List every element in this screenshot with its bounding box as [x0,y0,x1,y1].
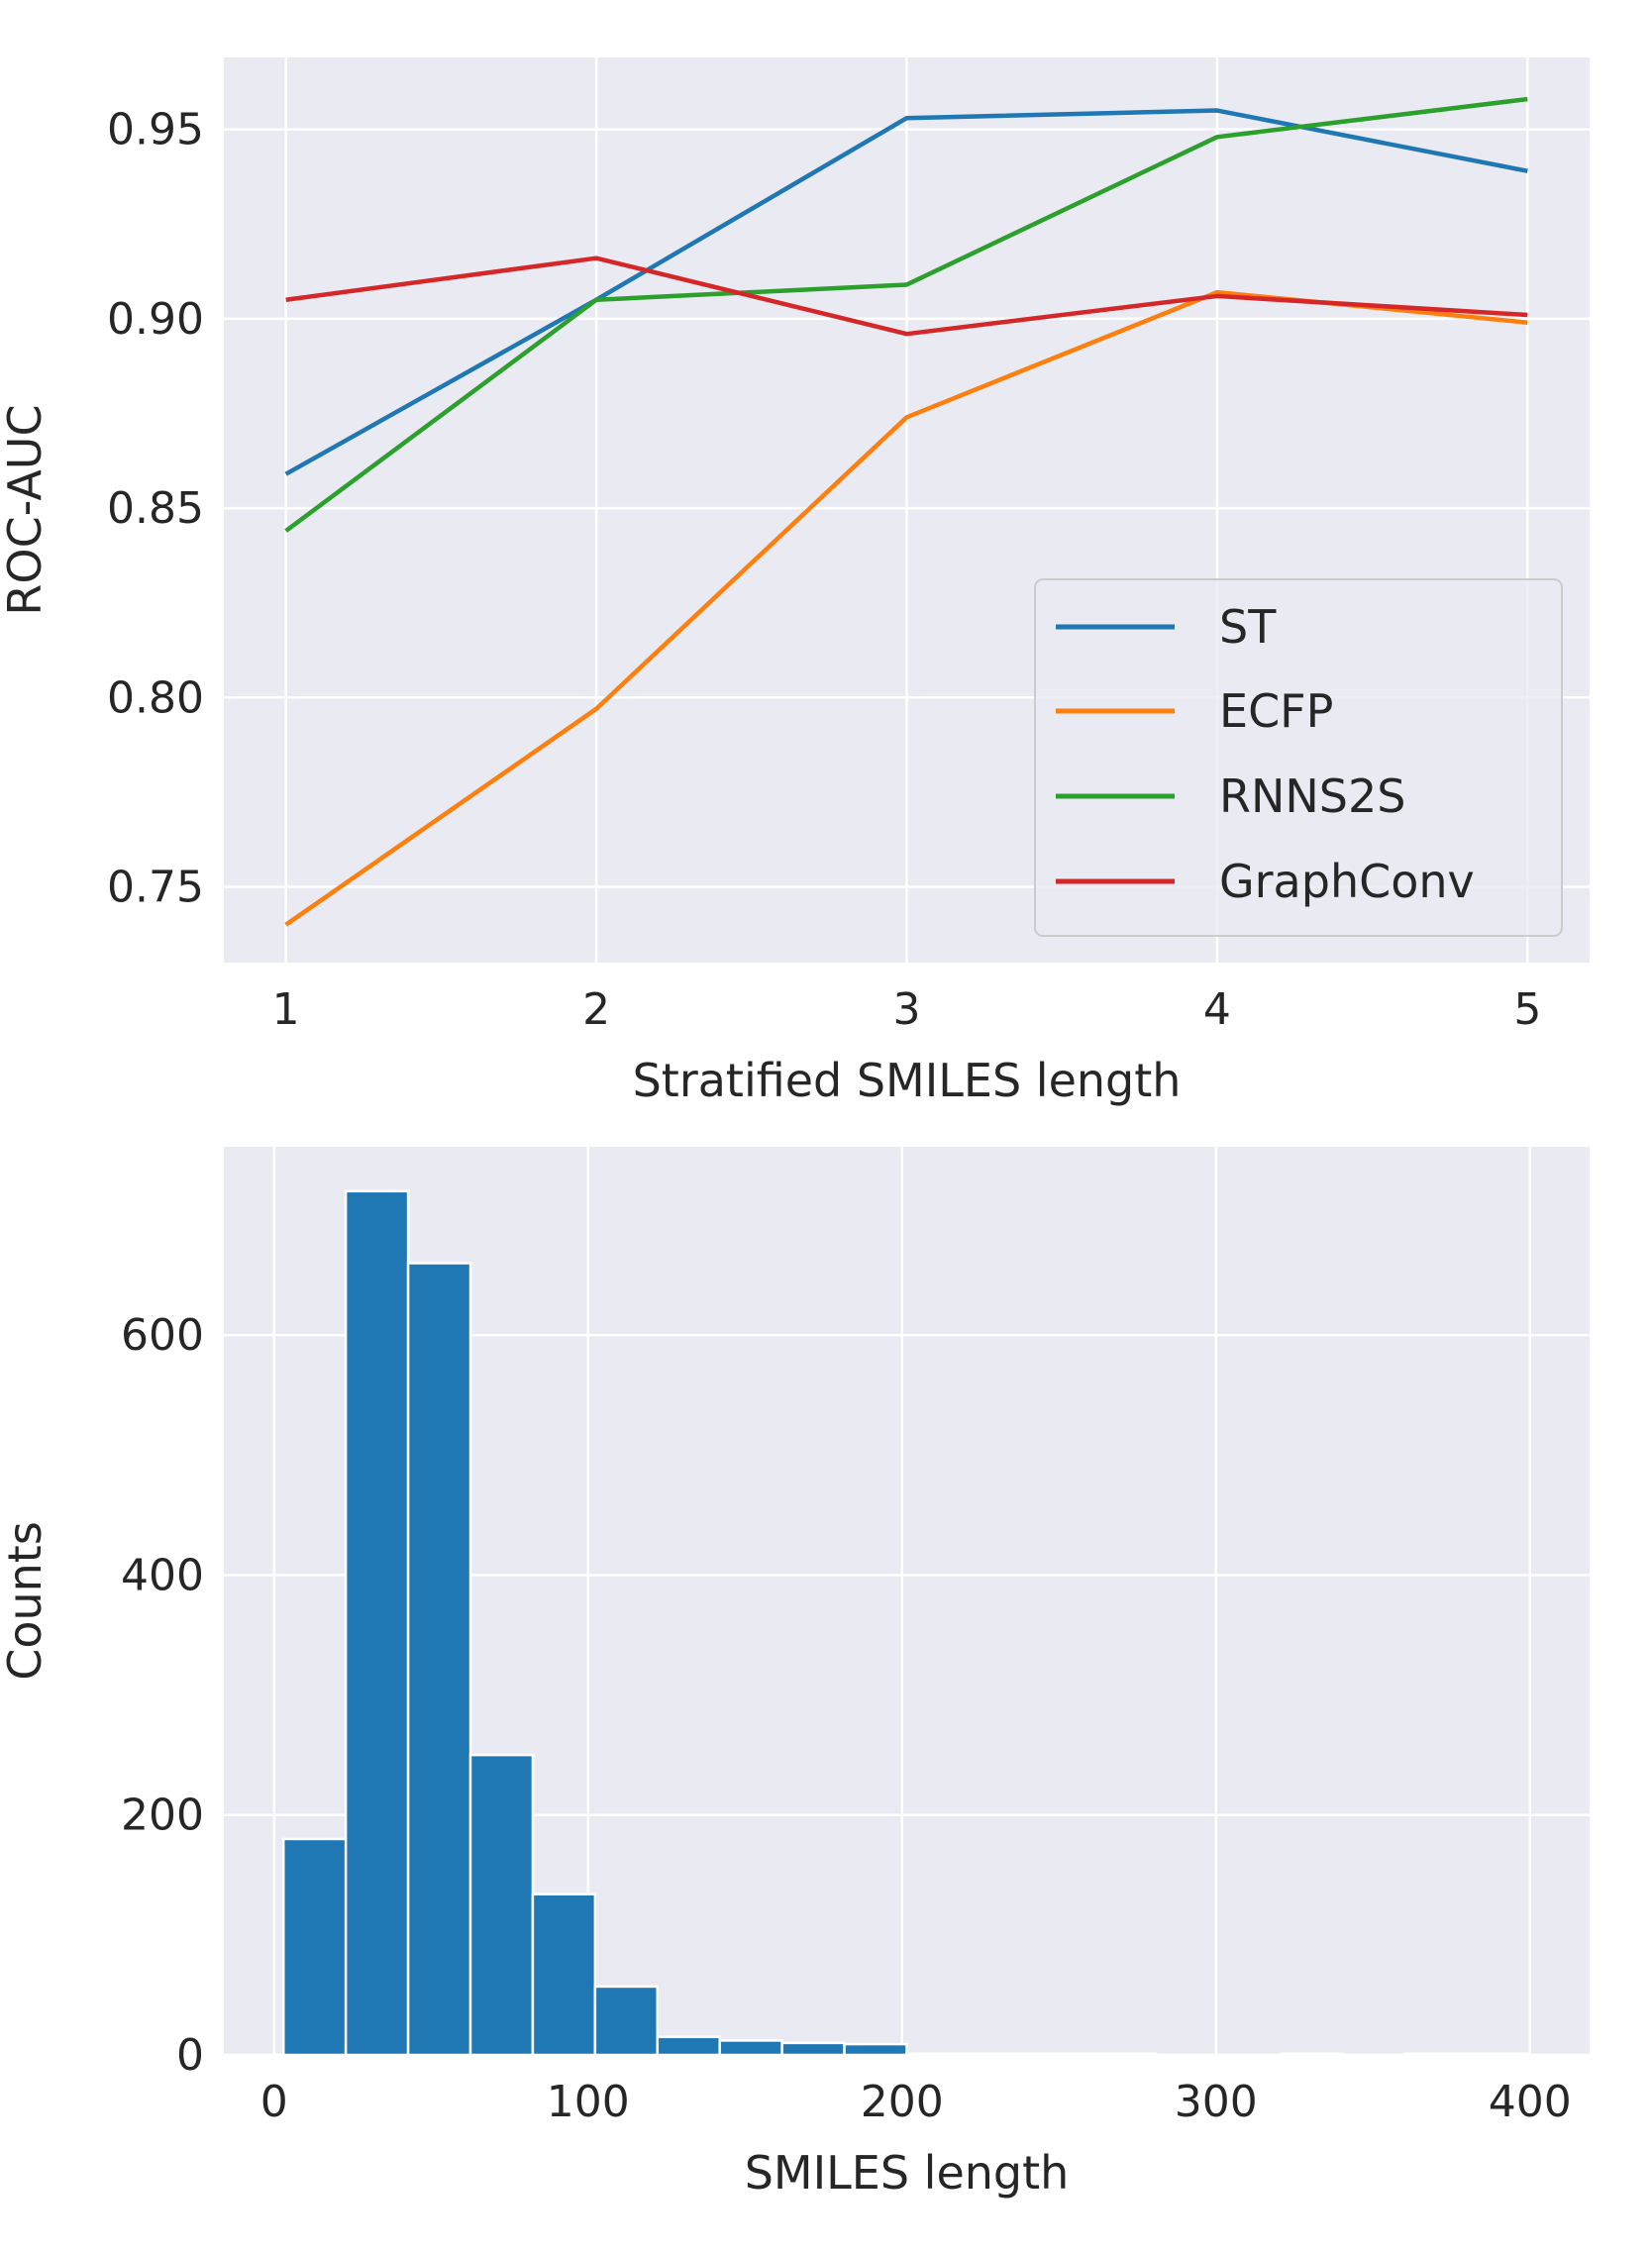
histogram-bar [718,2039,783,2057]
x-tick-label: 100 [547,2077,630,2127]
x-axis-label: SMILES length [745,2146,1070,2200]
x-tick-label: 200 [861,2077,944,2127]
histogram-bar [905,2052,971,2057]
y-tick-label: 600 [121,1310,204,1361]
y-tick-label: 200 [121,1791,204,1841]
histogram-bar [1466,2052,1532,2057]
y-tick-label: 0.80 [107,672,204,723]
x-tick-label: 3 [893,984,921,1035]
histogram-bar [656,2035,721,2057]
y-tick-label: 0 [176,2030,204,2081]
legend-box [1034,578,1563,937]
roc-auc-line-chart: 1 2 3 4 5 0.75 0.80 0.85 0.90 0.95 Stratified SMIL… [0,57,1590,1107]
x-axis-label: Stratified SMILES length [633,1054,1182,1107]
legend-label: ST [1219,600,1277,654]
y-tick-label: 0.90 [107,294,204,345]
histogram-bar [593,1985,660,2057]
histogram-bar [344,1189,410,2057]
series-line-graphconv [285,256,1528,337]
x-tick-label: 1 [272,984,300,1035]
histogram-bar [1403,2052,1470,2057]
legend: ST ECFP RNNS2S GraphConv [1034,578,1563,937]
histogram-bar [531,1893,597,2057]
x-tick-label: 0 [260,2077,288,2127]
x-tick-label: 300 [1175,2077,1258,2127]
y-axis-label: ROC-AUC [0,404,52,615]
y-tick-label: 0.85 [107,483,204,534]
histogram-bar [468,1753,535,2057]
histogram-bar [1030,2052,1095,2057]
histogram-bar [406,1262,472,2057]
y-tick-label: 0.75 [107,863,204,913]
legend-label: GraphConv [1219,855,1475,908]
x-tick-label: 5 [1513,984,1541,1035]
histogram-bar [1092,2052,1158,2057]
histogram-bar [780,2041,846,2057]
y-tick-label: 0.95 [107,105,204,155]
histogram-bar [843,2042,908,2057]
x-tick-label: 4 [1203,984,1231,1035]
series-line-rnns2s [284,96,1528,533]
smiles-length-histogram: 0 100 200 300 400 0 200 400 600 SMILES length Coun… [0,1147,1590,2200]
histogram-bar [968,2052,1033,2057]
series-line-st [284,108,1528,476]
y-axis-label: Counts [0,1521,52,1681]
legend-label: RNNS2S [1219,769,1405,823]
histogram-bar [1279,2052,1345,2057]
x-tick-label: 400 [1489,2077,1572,2127]
y-tick-label: 400 [121,1550,204,1600]
x-tick-label: 2 [582,984,610,1035]
legend-label: ECFP [1219,684,1333,738]
histogram-bar [281,1837,348,2057]
